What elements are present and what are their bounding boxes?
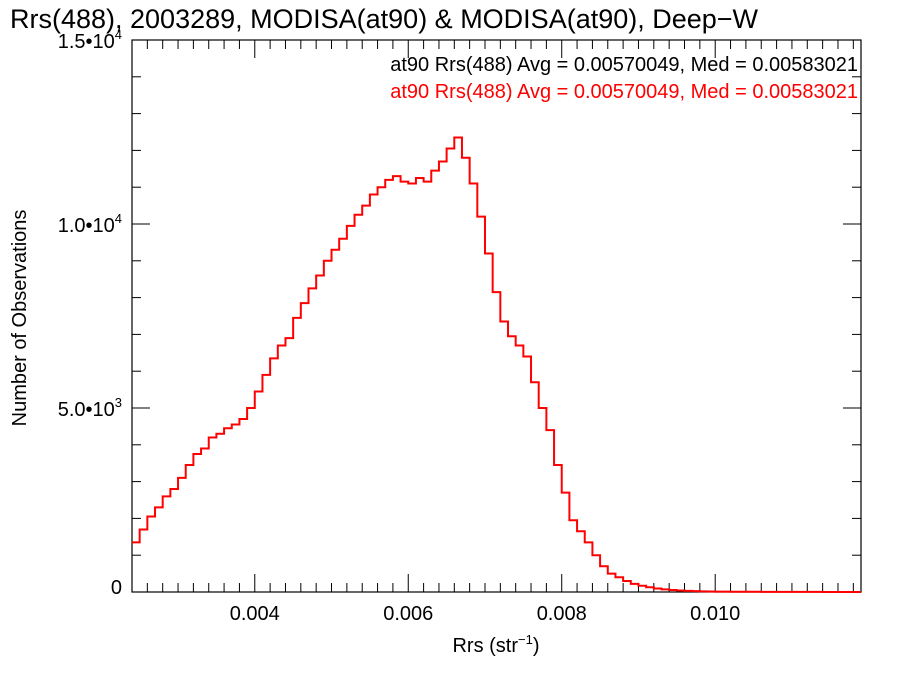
y-tick-label: 1.5•104 [58,27,122,53]
annotation-text: at90 Rrs(488) Avg = 0.00570049, Med = 0.… [390,54,858,76]
x-axis-label: Rrs (str−1) [452,632,539,657]
annotation-text: at90 Rrs(488) Avg = 0.00570049, Med = 0.… [390,81,858,103]
y-tick-label: 1.0•104 [58,211,122,237]
series-line [132,136,861,593]
x-axis-label-exp: −1 [518,632,533,647]
y-axis: 0 5.0•103 1.0•104 1.5•104 [58,27,861,599]
y-axis-label: Number of Observations [9,210,31,427]
x-axis-label-base: Rrs (str [452,635,518,657]
y-tick-label: 5.0•103 [58,395,122,421]
x-axis: 0.004 0.006 0.008 0.010 [131,40,854,625]
chart-title: Rrs(488), 2003289, MODISA(at90) & MODISA… [10,4,759,34]
x-tick-label: 0.004 [230,603,280,625]
plot-frame [131,39,862,593]
y-tick-label: 0 [111,577,122,599]
x-tick-label: 0.008 [537,603,587,625]
plot-frame-rect [131,39,862,593]
x-axis-label-close: ) [533,635,540,657]
series-group [132,136,861,593]
annotations: at90 Rrs(488) Avg = 0.00570049, Med = 0.… [390,54,858,103]
x-tick-label: 0.010 [690,603,740,625]
x-tick-label: 0.006 [383,603,433,625]
